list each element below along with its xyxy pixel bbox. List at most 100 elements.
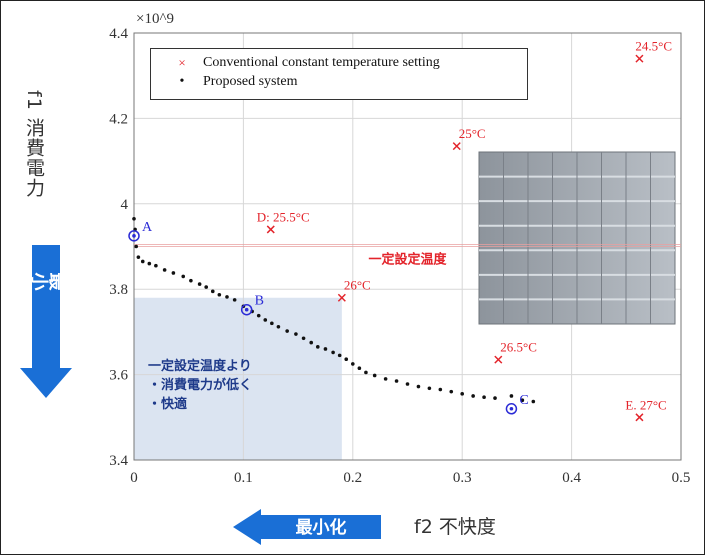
dot-marker-icon: • [179,74,185,89]
proposed-point [438,387,443,392]
proposed-point [204,285,209,289]
conventional-label: 26°C [344,278,371,293]
highlight-ring [128,230,140,242]
proposed-point [383,377,388,381]
proposed-point [270,321,274,326]
proposed-point [147,261,152,266]
legend-label-conventional: Conventional constant temperature settin… [203,55,440,70]
minimize-down-label: 最小化 [12,270,67,291]
highlight-label: C [519,393,528,408]
legend-row-proposed: • Proposed system [161,74,298,90]
proposed-point [357,366,362,370]
proposed-point [171,271,176,275]
proposed-point [294,332,298,336]
proposed-point [309,340,314,345]
conventional-point [452,142,461,151]
legend-row-conventional: × Conventional constant temperature sett… [161,55,440,71]
proposed-point [217,292,222,297]
x-axis-label: f2 不快度 [414,516,496,538]
y-tick-label: 4.4 [109,26,128,42]
conventional-point [494,355,503,364]
x-tick-label: 0.4 [562,470,581,486]
proposed-point [460,392,465,396]
proposed-point [344,357,349,362]
proposed-point [427,386,432,391]
proposed-point [337,353,342,358]
minimize-down-arrow [20,245,72,398]
legend: × Conventional constant temperature sett… [150,48,528,100]
proposed-point [181,274,186,279]
x-tick-label: 0.3 [453,470,472,486]
region-line-3: ・快適 [148,397,188,412]
proposed-point [263,318,268,322]
y-exponent-label: ×10^9 [136,11,174,27]
reference-label: 一定設定温度 [368,251,447,267]
highlight-label: A [142,220,153,235]
proposed-point [285,329,289,333]
conventional-label: D: 25.5°C [257,209,310,224]
conventional-label: 24.5°C [635,39,672,54]
proposed-point [301,336,306,341]
y-tick-label: 4.2 [109,111,128,127]
legend-label-proposed: Proposed system [203,74,298,89]
x-tick-label: 0 [130,470,138,486]
conventional-point [337,293,346,302]
proposed-point [482,395,486,400]
highlight-ring [240,303,253,316]
proposed-point [509,394,514,398]
y-tick-label: 3.4 [109,453,128,469]
y-tick-label: 3.8 [109,282,128,298]
proposed-point [256,313,261,318]
conventional-label: E. 27°C [625,397,666,412]
conventional-label: 26.5°C [500,340,537,355]
building-illustration [478,151,676,325]
highlight-ring [505,403,518,415]
conventional-point [266,225,275,234]
x-tick-label: 0.2 [343,470,362,486]
proposed-point [331,350,335,355]
proposed-point [323,347,328,351]
x-tick-label: 0.1 [234,470,253,486]
proposed-point [136,255,141,259]
proposed-point [372,373,377,378]
highlight-dot [244,307,249,312]
proposed-point [154,263,158,268]
proposed-point [520,398,525,403]
region-annotation: 一定設定温度より ・消費電力が低く ・快適 [148,357,252,414]
conventional-point [635,54,644,63]
proposed-point [351,362,355,366]
proposed-point [315,345,320,349]
proposed-point [232,298,237,302]
highlight-label: B [255,294,264,309]
proposed-point [416,384,421,389]
x-tick-label: 0.5 [672,470,691,486]
proposed-point [189,278,193,283]
y-tick-label: 4 [121,197,129,213]
proposed-point [162,268,167,272]
y-tick-label: 3.6 [109,368,128,384]
proposed-point [276,324,281,329]
proposed-point [225,295,229,299]
proposed-point [449,389,454,394]
proposed-point [405,382,410,386]
proposed-point [493,396,497,400]
y-axis-label: f1 消費電力 [23,90,45,198]
proposed-point [197,282,202,286]
proposed-point [210,289,215,294]
proposed-point [471,394,475,398]
highlight-dot [132,234,136,238]
minimize-left-arrow [233,509,381,545]
proposed-point [394,379,399,383]
region-line-2: ・消費電力が低く [148,378,253,393]
highlight-dot [509,406,514,411]
proposed-point [364,370,368,375]
proposed-point [132,216,136,221]
dominance-region [134,297,342,460]
cross-marker-icon: × [178,55,186,70]
minimize-left-label: 最小化 [296,517,347,538]
conventional-label: 25°C [459,126,486,141]
proposed-point [140,259,145,264]
region-line-1: 一定設定温度より [148,359,252,374]
